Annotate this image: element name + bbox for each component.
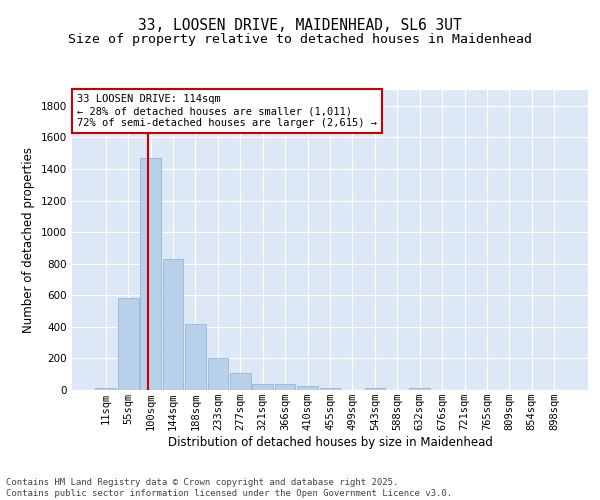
Text: Size of property relative to detached houses in Maidenhead: Size of property relative to detached ho… (68, 32, 532, 46)
X-axis label: Distribution of detached houses by size in Maidenhead: Distribution of detached houses by size … (167, 436, 493, 449)
Bar (297, 386, 318, 390)
Bar (208, 358, 228, 390)
Bar (118, 298, 139, 390)
Y-axis label: Number of detached properties: Number of detached properties (22, 147, 35, 333)
Bar (163, 259, 184, 390)
Text: 33 LOOSEN DRIVE: 114sqm
← 28% of detached houses are smaller (1,011)
72% of semi: 33 LOOSEN DRIVE: 114sqm ← 28% of detache… (77, 94, 377, 128)
Bar (140, 158, 161, 390)
Text: 33, LOOSEN DRIVE, MAIDENHEAD, SL6 3UT: 33, LOOSEN DRIVE, MAIDENHEAD, SL6 3UT (138, 18, 462, 32)
Bar (230, 374, 251, 390)
Bar (275, 384, 295, 390)
Bar (365, 388, 385, 390)
Bar (253, 384, 273, 390)
Bar (95, 388, 116, 390)
Bar (320, 388, 340, 390)
Text: Contains HM Land Registry data © Crown copyright and database right 2025.
Contai: Contains HM Land Registry data © Crown c… (6, 478, 452, 498)
Bar (185, 324, 206, 390)
Bar (409, 388, 430, 390)
